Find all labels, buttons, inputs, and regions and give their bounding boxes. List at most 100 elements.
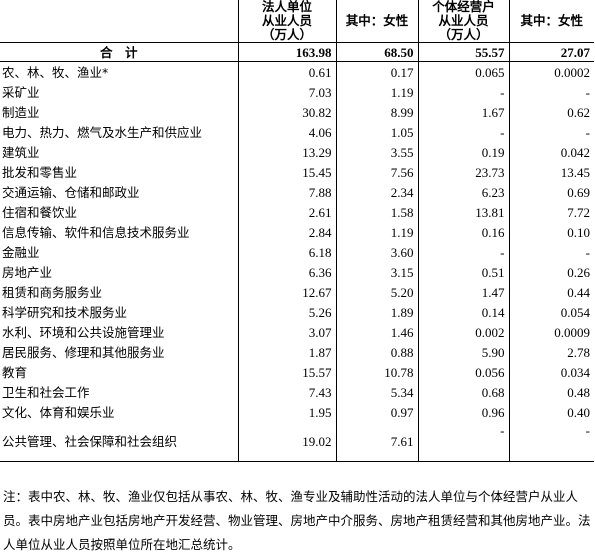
corp-female-value: 5.34 [335, 382, 418, 402]
industry-label: 住宿和餐饮业 [2, 204, 78, 220]
corp-female-value: 3.60 [335, 242, 418, 262]
indiv-female-value: - [508, 422, 594, 462]
corp-value: 19.02 [237, 422, 336, 462]
corp-female-value: 0.97 [335, 402, 418, 422]
indiv-female-value: 0.0002 [508, 61, 594, 82]
corp-value: 12.67 [237, 282, 336, 302]
corp-value: 0.61 [237, 61, 336, 82]
indiv-female-value: 0.69 [508, 182, 594, 202]
corp-female-value: 1.89 [335, 302, 418, 322]
indiv-value: - [417, 122, 509, 142]
corp-female-value: 1.05 [335, 122, 418, 142]
table-row: 制造业 30.82 8.99 1.67 0.62 [0, 102, 594, 122]
corp-value: 30.82 [237, 102, 336, 122]
table-row: 居民服务、修理和其他服务业 1.87 0.88 5.90 2.78 [0, 342, 594, 362]
corp-female-value: 0.17 [335, 61, 418, 82]
corp-female-value: 7.56 [335, 162, 418, 182]
indiv-value: 1.47 [417, 282, 509, 302]
total-row: 合 计 163.98 68.50 55.57 27.07 [0, 42, 594, 62]
indiv-value: 0.065 [417, 61, 509, 82]
indiv-value: 13.81 [417, 202, 509, 222]
corp-value: 6.36 [237, 262, 336, 282]
corp-value: 7.43 [237, 382, 336, 402]
industry-label: 农、林、牧、渔业* [2, 64, 109, 80]
header-indiv-employees: 个体经营户 从业人员 （万人） [417, 0, 509, 43]
table-row: 建筑业 13.29 3.55 0.19 0.042 [0, 142, 594, 162]
table-row: 卫生和社会工作 7.43 5.34 0.68 0.48 [0, 382, 594, 402]
table-row: 房地产业 6.36 3.15 0.51 0.26 [0, 262, 594, 282]
corp-value: 7.88 [237, 182, 336, 202]
indiv-value: 6.23 [417, 182, 509, 202]
table-row: 文化、体育和娱乐业 1.95 0.97 0.96 0.40 [0, 402, 594, 422]
indiv-female-value: 0.44 [508, 282, 594, 302]
indiv-female-value: - [508, 82, 594, 102]
indiv-value: 0.51 [417, 262, 509, 282]
industry-label: 建筑业 [2, 144, 40, 160]
table-row: 交通运输、仓储和邮政业 7.88 2.34 6.23 0.69 [0, 182, 594, 202]
indiv-value: - [417, 242, 509, 262]
industry-label: 采矿业 [2, 84, 40, 100]
corp-value: 2.84 [237, 222, 336, 242]
footnote: 注：表中农、林、牧、渔业仅包括从事农、林、牧、渔专业及辅助性活动的法人单位与个体… [3, 489, 591, 552]
indiv-female-value: 0.62 [508, 102, 594, 122]
corp-value: 5.26 [237, 302, 336, 322]
indiv-value: - [417, 422, 509, 462]
indiv-female-value: 0.054 [508, 302, 594, 322]
table-row: 采矿业 7.03 1.19- - [0, 82, 594, 102]
industry-label: 卫生和社会工作 [2, 384, 90, 400]
corp-female-value: 5.20 [335, 282, 418, 302]
industry-label: 批发和零售业 [2, 164, 78, 180]
industry-label: 水利、环境和公共设施管理业 [2, 324, 165, 340]
industry-label: 租赁和商务服务业 [2, 284, 103, 300]
corp-value: 15.45 [237, 162, 336, 182]
corp-female-value: 2.34 [335, 182, 418, 202]
corp-value: 2.61 [237, 202, 336, 222]
table-row: 信息传输、软件和信息技术服务业 2.84 1.19 0.16 0.10 [0, 222, 594, 242]
corp-value: 4.06 [237, 122, 336, 142]
indiv-value: 0.16 [417, 222, 509, 242]
corp-female-value: 1.46 [335, 322, 418, 342]
indiv-value: 0.68 [417, 382, 509, 402]
corp-value: 1.95 [237, 402, 336, 422]
corp-female-value: 1.58 [335, 202, 418, 222]
table-row: 教育 15.57 10.78 0.056 0.034 [0, 362, 594, 382]
table-row: 公共管理、社会保障和社会组织 19.02 7.61- - [0, 422, 594, 462]
indiv-value: 23.73 [417, 162, 509, 182]
industry-label: 教育 [2, 364, 28, 380]
indiv-female-value: 0.48 [508, 382, 594, 402]
corp-female-value: 8.99 [335, 102, 418, 122]
indiv-value: 0.96 [417, 402, 509, 422]
corp-female-value: 1.19 [335, 222, 418, 242]
table-row: 电力、热力、燃气及水生产和供应业 4.06 1.05- - [0, 122, 594, 142]
corp-female-value: 10.78 [335, 362, 418, 382]
corp-value: 13.29 [237, 142, 336, 162]
corp-female-value: 3.15 [335, 262, 418, 282]
indiv-female-value: - [508, 242, 594, 262]
corp-female-value: 1.19 [335, 82, 418, 102]
industry-label: 科学研究和技术服务业 [2, 304, 128, 320]
indiv-value: 0.056 [417, 362, 509, 382]
indiv-female-value: 0.0009 [508, 322, 594, 342]
indiv-value: 5.90 [417, 342, 509, 362]
employment-table: 法人单位 从业人员 （万人） 其中：女性 个体经营户 从业人员 （万人） 其中：… [0, 0, 594, 462]
indiv-value: 1.67 [417, 102, 509, 122]
indiv-female-value: 0.40 [508, 402, 594, 422]
corp-value: 7.03 [237, 82, 336, 102]
indiv-female-value: 13.45 [508, 162, 594, 182]
corp-female-value: 3.55 [335, 142, 418, 162]
industry-label: 交通运输、仓储和邮政业 [2, 184, 140, 200]
indiv-value: 0.002 [417, 322, 509, 342]
industry-label: 金融业 [2, 244, 40, 260]
total-label: 合 计 [0, 42, 238, 62]
header-indiv-female: 其中：女性 [508, 0, 594, 43]
industry-label: 电力、热力、燃气及水生产和供应业 [2, 124, 203, 140]
indiv-female-value: 2.78 [508, 342, 594, 362]
table-row: 住宿和餐饮业 2.61 1.58 13.81 7.72 [0, 202, 594, 222]
total-indiv-female: 27.07 [508, 42, 594, 62]
corp-female-value: 0.88 [335, 342, 418, 362]
indiv-value: 0.19 [417, 142, 509, 162]
table-row: 农、林、牧、渔业* 0.61 0.17 0.065 0.0002 [0, 61, 594, 82]
corp-value: 3.07 [237, 322, 336, 342]
table-row: 批发和零售业 15.45 7.56 23.73 13.45 [0, 162, 594, 182]
industry-label: 文化、体育和娱乐业 [2, 404, 115, 420]
